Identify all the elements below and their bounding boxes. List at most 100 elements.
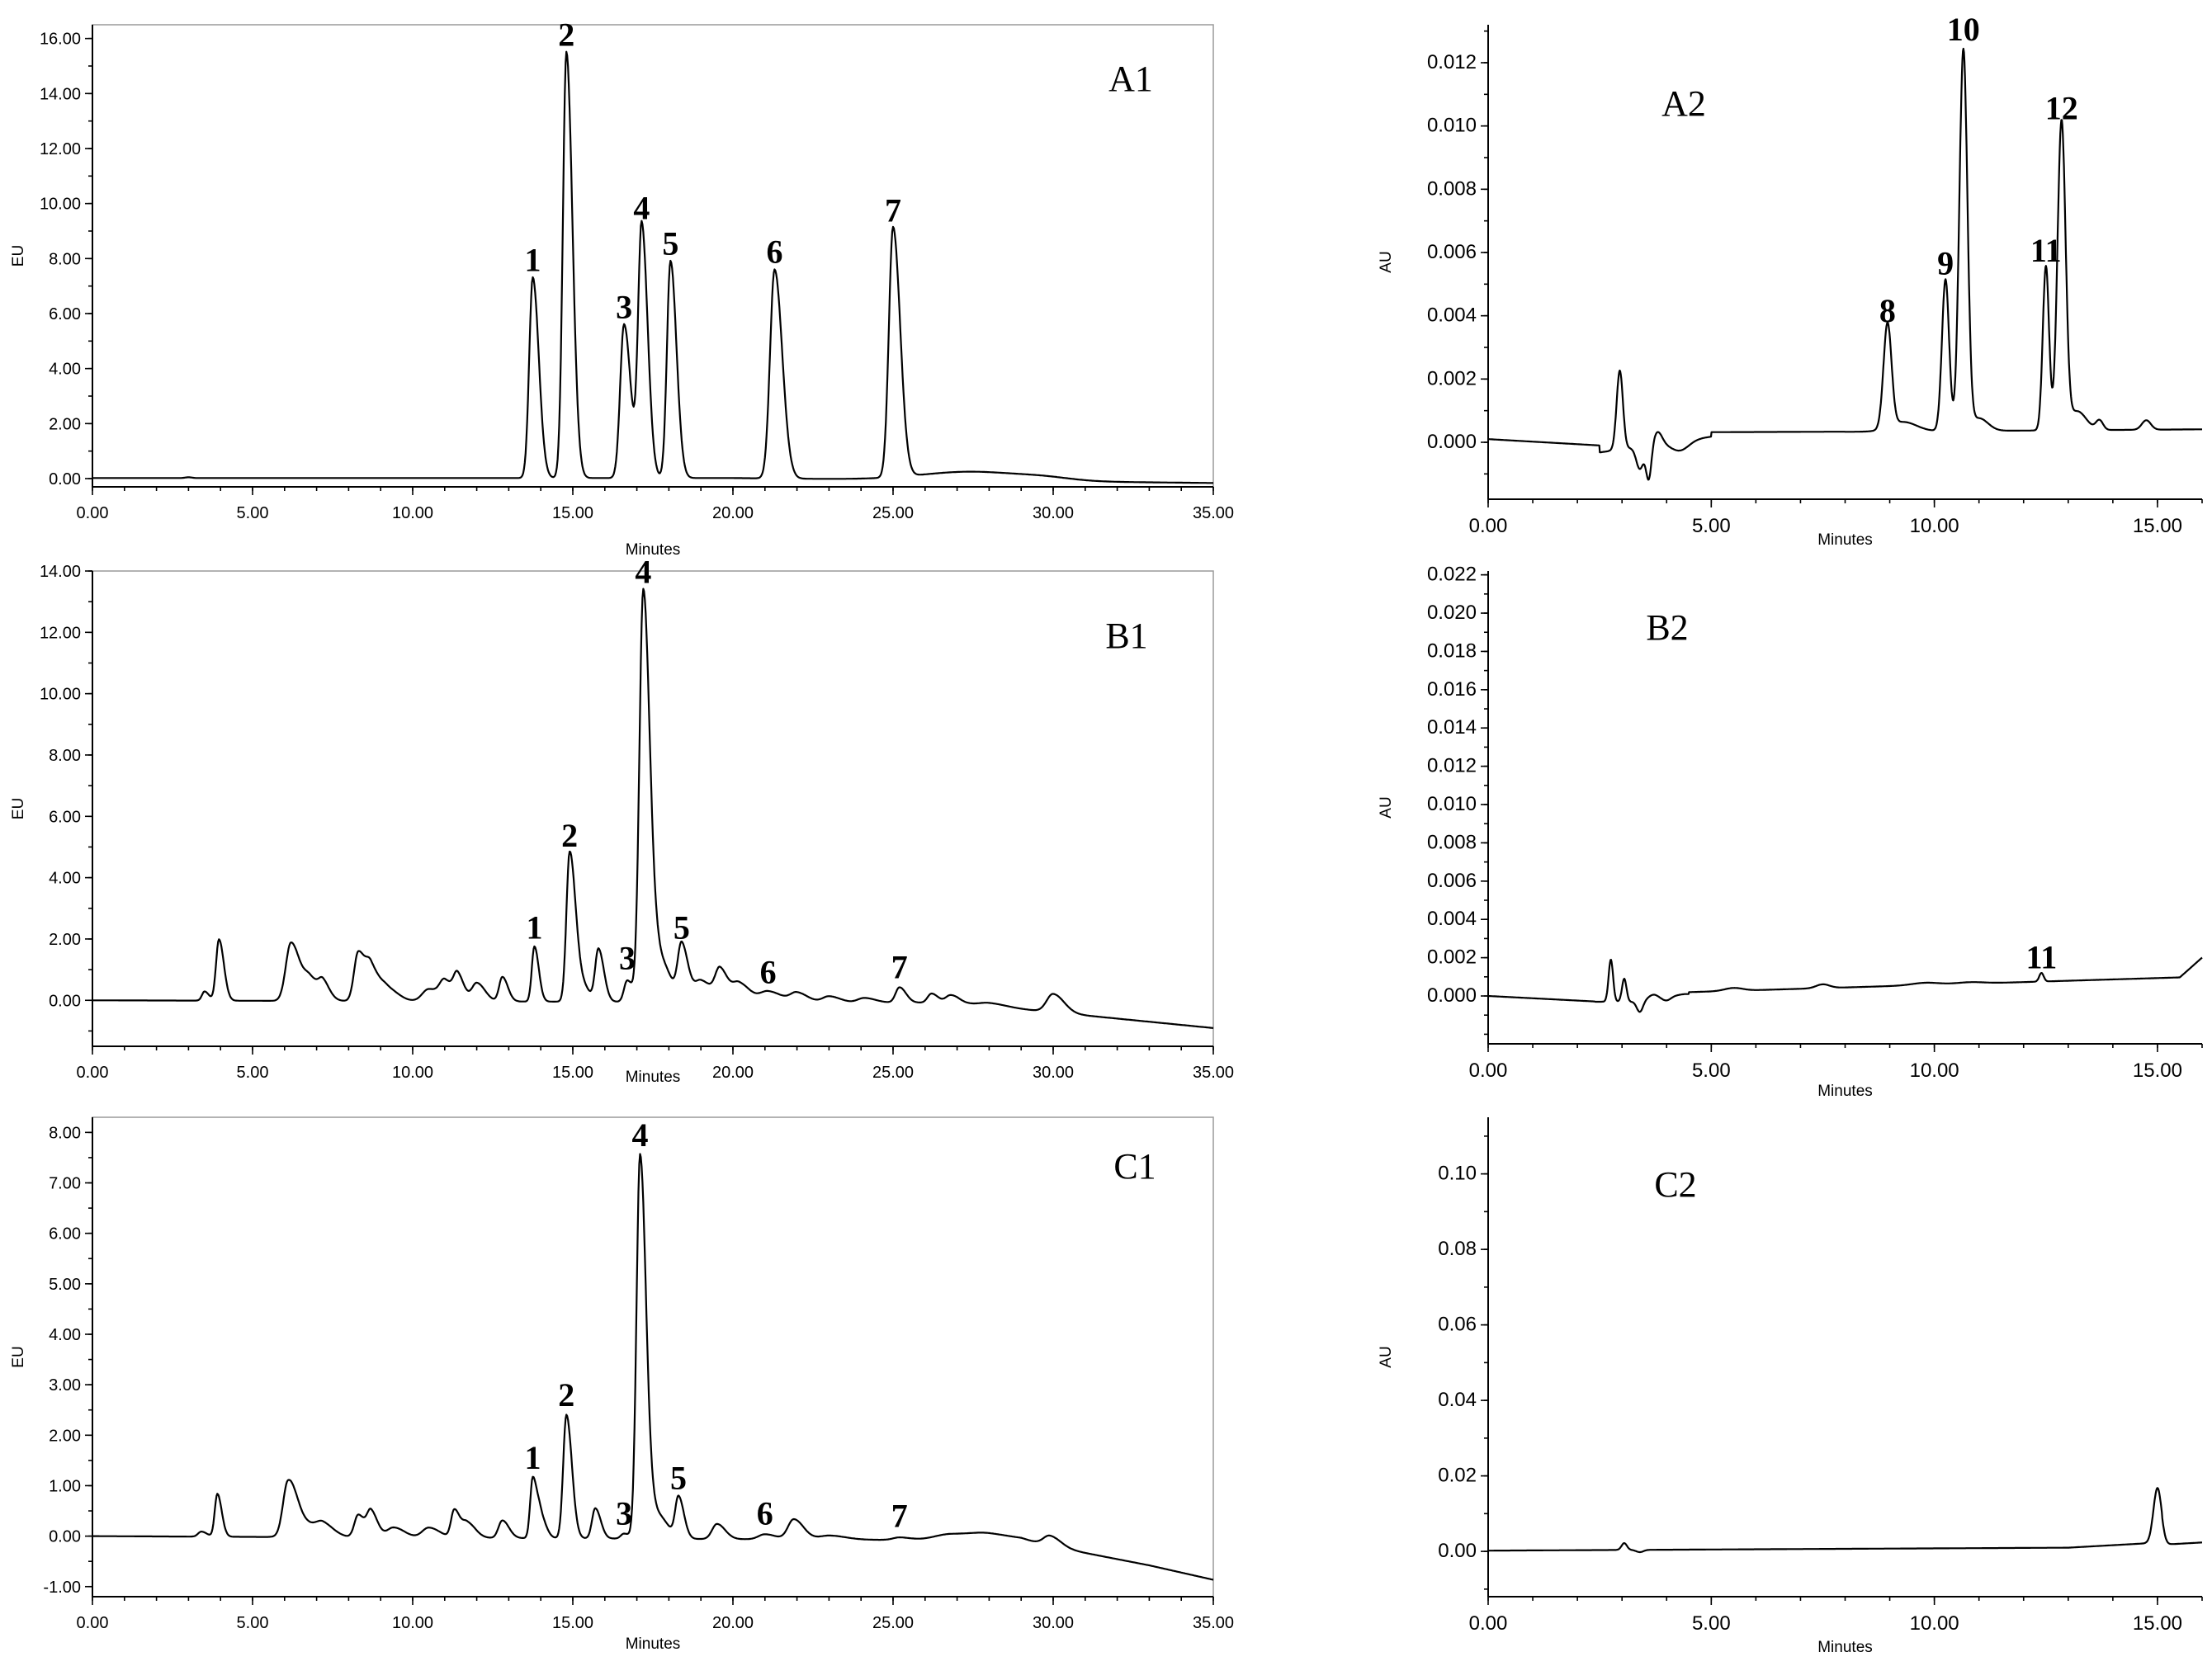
a2-y-tick-label: 0.010 (1427, 115, 1477, 137)
b2-y-tick-label: 0.008 (1427, 831, 1477, 853)
b2-x-tick-label: 15.00 (2133, 1060, 2182, 1082)
a1-panel-label: A1 (1108, 59, 1153, 99)
a2-y-axis-title: AU (1378, 251, 1395, 272)
a1-plot-frame (92, 24, 1214, 488)
a1-x-tick-label: 35.00 (1193, 504, 1234, 522)
a1-x-tick-label: 5.00 (237, 504, 269, 522)
a1-y-axis-title: EU (10, 245, 27, 267)
a1-peak-label-4: 4 (633, 189, 650, 226)
b2-y-axis-title: AU (1378, 796, 1395, 818)
a1-x-tick-label: 25.00 (872, 504, 914, 522)
b1-panel-label: B1 (1105, 616, 1147, 656)
b1-x-tick-label: 10.00 (392, 1064, 433, 1082)
c2-y-tick-label: 0.10 (1438, 1163, 1477, 1185)
c1-x-tick-label: 35.00 (1193, 1614, 1234, 1632)
a1-peak-label-5: 5 (662, 225, 678, 262)
a2-y-tick-label: 0.002 (1427, 367, 1477, 389)
a1-y-tick-label: 4.00 (49, 361, 81, 379)
a2-y-tick-label: 0.012 (1427, 51, 1477, 73)
c2-x-tick-label: 10.00 (1910, 1612, 1959, 1635)
b1-y-tick-label: 14.00 (40, 563, 81, 581)
c2-x-tick-label: 0.00 (1469, 1612, 1508, 1635)
c1-peak-label-4: 4 (631, 1116, 648, 1154)
c1-y-tick-label: 3.00 (49, 1376, 81, 1395)
c2-y-axis-title: AU (1378, 1346, 1395, 1367)
a1-x-tick-label: 10.00 (392, 504, 433, 522)
a1-x-tick-label: 15.00 (552, 504, 593, 522)
b2-y-tick-label: 0.012 (1427, 755, 1477, 777)
c1-x-tick-label: 30.00 (1033, 1614, 1074, 1632)
a1-peak-label-7: 7 (885, 192, 901, 229)
c1-peak-label-7: 7 (891, 1498, 908, 1535)
b1-peak-label-6: 6 (760, 953, 777, 990)
a1-y-tick-label: 12.00 (40, 140, 81, 158)
a2-y-tick-label: 0.006 (1427, 241, 1477, 263)
b2-chromatogram-trace (1487, 956, 2203, 1013)
b1-x-tick-label: 20.00 (712, 1064, 754, 1082)
a1-peak-label-6: 6 (766, 234, 782, 271)
a1-x-tick-label: 20.00 (712, 504, 754, 522)
a1-peak-label-3: 3 (616, 288, 632, 325)
b2-x-tick-label: 0.00 (1469, 1060, 1508, 1082)
c1-y-tick-label: 2.00 (49, 1427, 81, 1445)
b1-chromatogram-trace (92, 588, 1214, 1029)
c1-panel-label: C1 (1113, 1146, 1156, 1187)
a2-y-tick-label: 0.008 (1427, 177, 1477, 200)
b2-y-tick-label: 0.018 (1427, 639, 1477, 662)
a1-peak-label-2: 2 (558, 16, 574, 53)
a1-y-tick-label: 2.00 (49, 415, 81, 433)
a2-peak-label-10: 10 (1947, 11, 1980, 48)
b1-peak-label-5: 5 (674, 909, 690, 946)
a1-y-tick-label: 0.00 (49, 470, 81, 488)
a2-x-tick-label: 15.00 (2133, 515, 2182, 537)
c1-x-tick-label: 15.00 (552, 1614, 593, 1632)
c1-y-tick-label: 4.00 (49, 1326, 81, 1344)
b2-y-tick-label: 0.014 (1427, 716, 1477, 739)
b1-x-axis-title: Minutes (626, 1069, 681, 1086)
c1-x-tick-label: 20.00 (712, 1614, 754, 1632)
b1-y-tick-label: 4.00 (49, 870, 81, 888)
b2-y-tick-label: 0.004 (1427, 908, 1477, 930)
c1-y-tick-label: 7.00 (49, 1175, 81, 1193)
b1-x-tick-label: 35.00 (1193, 1064, 1234, 1082)
b1-peak-label-7: 7 (891, 949, 908, 986)
a1-y-tick-label: 16.00 (40, 31, 81, 49)
c1-y-tick-label: -1.00 (43, 1579, 81, 1597)
c2-y-tick-label: 0.06 (1438, 1314, 1477, 1336)
b1-peak-label-4: 4 (635, 553, 651, 590)
b1-peak-label-1: 1 (526, 909, 542, 946)
a2-peak-label-11: 11 (2030, 232, 2062, 269)
a1-y-tick-label: 10.00 (40, 196, 81, 214)
b2-y-tick-label: 0.000 (1427, 984, 1477, 1007)
c2-y-tick-label: 0.02 (1438, 1465, 1477, 1487)
c2-x-tick-label: 5.00 (1692, 1612, 1731, 1635)
b2-peak-label-11: 11 (2025, 938, 2057, 975)
b2-y-tick-label: 0.002 (1427, 946, 1477, 969)
a2-panel-label: A2 (1661, 83, 1706, 124)
b1-y-tick-label: 10.00 (40, 686, 81, 704)
c1-y-tick-label: 8.00 (49, 1124, 81, 1142)
b1-x-tick-label: 25.00 (872, 1064, 914, 1082)
b2-panel-label: B2 (1646, 607, 1688, 648)
c1-x-tick-label: 5.00 (237, 1614, 269, 1632)
a2-x-axis-title: Minutes (1817, 531, 1873, 549)
a1-peak-label-1: 1 (525, 242, 541, 279)
b1-x-tick-label: 5.00 (237, 1064, 269, 1082)
a2-peak-label-8: 8 (1879, 292, 1896, 329)
c1-x-tick-label: 25.00 (872, 1614, 914, 1632)
a1-y-tick-label: 8.00 (49, 250, 81, 268)
b1-x-tick-label: 15.00 (552, 1064, 593, 1082)
b2-y-tick-label: 0.020 (1427, 602, 1477, 624)
c1-y-axis-title: EU (10, 1346, 27, 1367)
c1-peak-label-2: 2 (558, 1376, 574, 1414)
c1-y-tick-label: 6.00 (49, 1225, 81, 1244)
c1-plot-frame (92, 1116, 1214, 1598)
c1-peak-label-6: 6 (757, 1494, 773, 1531)
a2-x-tick-label: 0.00 (1469, 515, 1508, 537)
b1-y-tick-label: 6.00 (49, 808, 81, 826)
a2-x-tick-label: 10.00 (1910, 515, 1959, 537)
a1-chromatogram-trace (92, 50, 1214, 484)
c1-y-tick-label: 5.00 (49, 1276, 81, 1294)
b1-peak-label-3: 3 (619, 940, 636, 977)
